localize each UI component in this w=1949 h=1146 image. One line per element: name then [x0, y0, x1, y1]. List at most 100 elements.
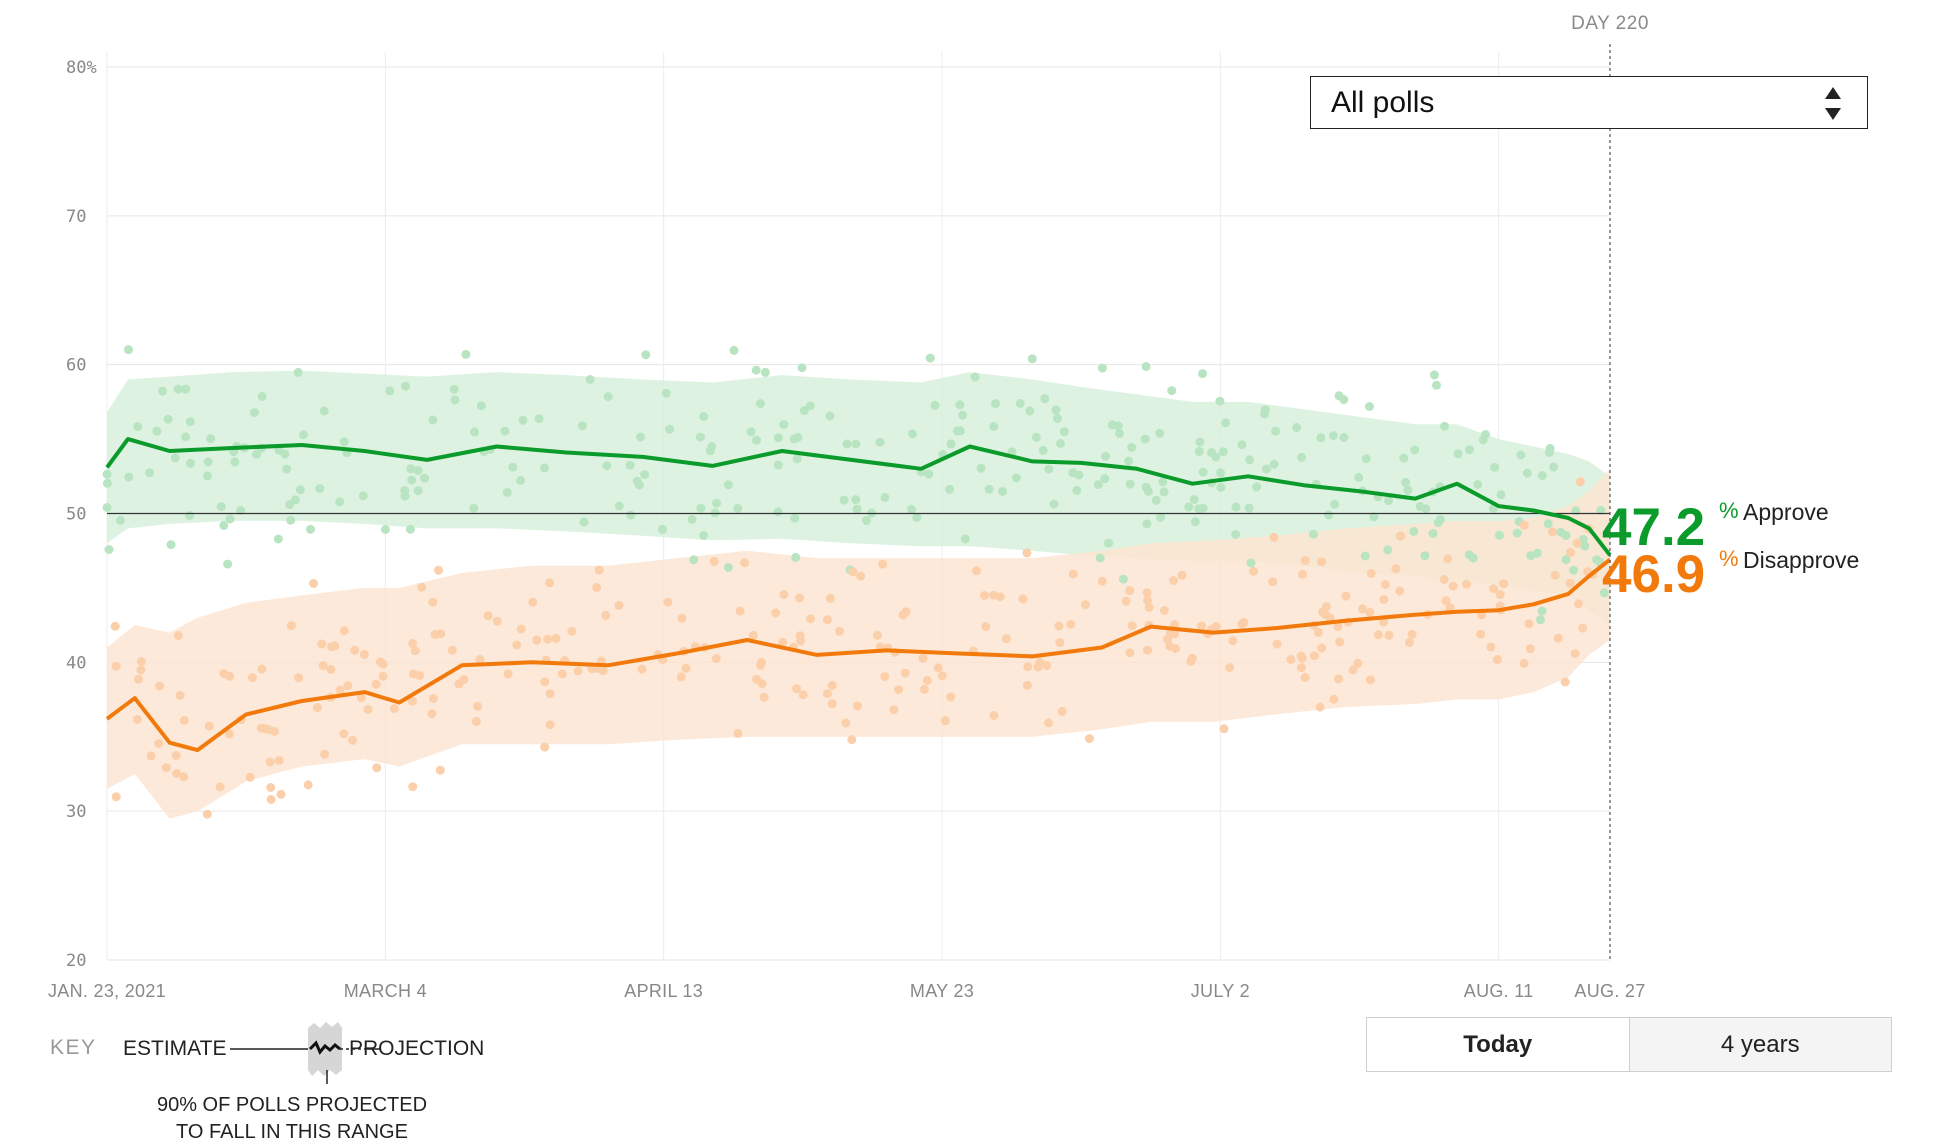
poll-dot: [1435, 515, 1445, 524]
poll-dot: [922, 675, 932, 685]
poll-dot: [760, 367, 770, 377]
poll-dot: [1313, 627, 1323, 637]
poll-dot: [937, 671, 947, 681]
poll-dot: [186, 458, 195, 468]
poll-dot: [1445, 603, 1455, 613]
poll-dot: [449, 384, 459, 394]
poll-dot: [636, 432, 645, 442]
poll-dot: [790, 513, 800, 523]
poll-dot: [751, 365, 761, 375]
poll-dot: [577, 421, 587, 431]
poll-dot: [793, 432, 803, 442]
four-years-button[interactable]: 4 years: [1628, 1018, 1891, 1071]
poll-dot: [508, 462, 518, 472]
poll-dot: [625, 460, 635, 470]
poll-dot: [1177, 570, 1187, 580]
poll-dot: [502, 487, 512, 497]
poll-dot: [378, 671, 388, 681]
poll-dot: [1249, 566, 1259, 576]
poll-dot: [500, 426, 510, 436]
poll-dot: [640, 470, 650, 480]
poll-dot: [1095, 553, 1105, 563]
poll-dot: [823, 615, 832, 625]
poll-dot: [413, 466, 423, 476]
poll-dot: [1040, 394, 1050, 404]
poll-dot: [294, 673, 304, 683]
poll-dot: [1300, 556, 1310, 565]
poll-dot: [166, 540, 176, 550]
poll-dot: [779, 420, 789, 430]
poll-dot: [1354, 472, 1364, 482]
poll-dot: [518, 415, 528, 425]
poll-dot: [825, 411, 835, 421]
poll-dot: [1190, 517, 1200, 527]
poll-dot: [1023, 662, 1033, 672]
poll-dot: [851, 439, 861, 449]
poll-dot: [1216, 468, 1226, 478]
poll-dot: [1049, 499, 1059, 509]
poll-dot: [677, 613, 687, 623]
poll-dot: [427, 709, 437, 719]
poll-dot: [839, 495, 849, 505]
poll-dot: [110, 621, 120, 631]
poll-dot: [1384, 496, 1393, 506]
poll-dot: [293, 367, 303, 377]
poll-dot: [1329, 694, 1339, 704]
poll-dot: [791, 552, 801, 562]
poll-dot: [1216, 483, 1226, 492]
poll-dot: [1499, 579, 1509, 589]
poll-dot: [930, 400, 940, 410]
poll-dot: [276, 789, 286, 799]
poll-dot: [173, 384, 183, 394]
poll-dot: [320, 749, 330, 759]
poll-dot: [797, 363, 807, 373]
poll-dot: [1522, 468, 1532, 478]
chart-key: KEY ESTIMATE PROJECTION 90% OF POLLS PRO…: [50, 1012, 510, 1143]
poll-dot: [1001, 634, 1011, 644]
poll-dot: [699, 531, 708, 540]
y-tick-label: 60: [66, 356, 86, 376]
poll-dot: [434, 565, 443, 575]
poll-dot: [401, 381, 410, 391]
poll-dot: [461, 349, 471, 359]
poll-dot: [295, 485, 305, 495]
poll-dot: [1578, 623, 1588, 633]
poll-dot: [299, 430, 308, 440]
poll-dot: [981, 622, 991, 632]
poll-dot: [303, 780, 313, 790]
poll-dot: [1097, 576, 1107, 586]
today-button[interactable]: Today: [1367, 1018, 1629, 1071]
disapprove-line: [105, 558, 1612, 753]
poll-type-dropdown[interactable]: All polls: [1310, 76, 1868, 129]
poll-dots: [102, 345, 1609, 819]
poll-dot: [1127, 621, 1137, 631]
poll-dot: [1072, 485, 1082, 495]
poll-dot: [945, 484, 955, 494]
key-note-line-2: TO FALL IN THIS RANGE: [176, 1121, 408, 1143]
poll-dot: [1219, 724, 1229, 734]
poll-dot: [516, 624, 526, 634]
poll-dot: [503, 669, 513, 679]
poll-dot: [1300, 673, 1310, 682]
poll-dot: [1055, 638, 1065, 648]
poll-dot: [1144, 602, 1154, 612]
select-arrows-icon: [1825, 87, 1841, 120]
poll-dot: [1252, 482, 1262, 492]
poll-dot: [436, 629, 446, 639]
poll-dot: [313, 703, 322, 713]
poll-dot: [1395, 586, 1405, 596]
poll-dot: [1384, 630, 1394, 640]
poll-dot: [567, 626, 577, 636]
poll-dot: [980, 591, 989, 600]
poll-dot: [1125, 586, 1135, 596]
poll-dot: [1341, 591, 1351, 601]
y-tick-label: 20: [66, 951, 86, 971]
poll-dot: [1198, 467, 1208, 477]
poll-dot: [856, 571, 866, 581]
poll-dot: [852, 504, 862, 514]
poll-dot: [225, 514, 235, 524]
estimate-projection-icon: [230, 1022, 380, 1084]
poll-dot: [1298, 569, 1308, 579]
poll-dot: [1317, 557, 1326, 567]
